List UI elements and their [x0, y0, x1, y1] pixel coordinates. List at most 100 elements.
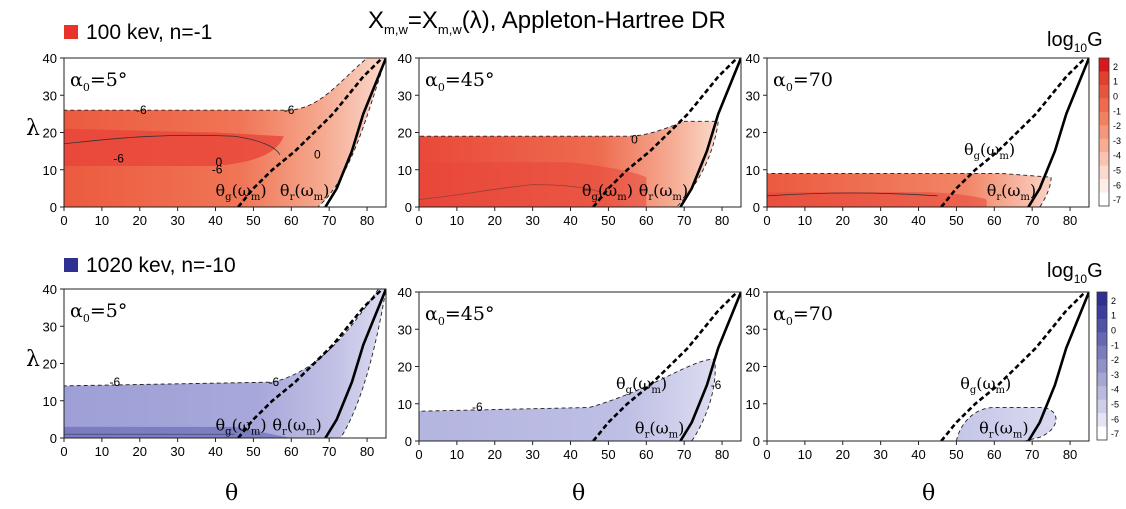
colorbar-cell: [1097, 399, 1107, 414]
x-tick-label: 60: [284, 213, 298, 228]
colorbar-cell: [1097, 318, 1107, 333]
y-tick-label: 10: [398, 397, 412, 412]
x-tick-label: 60: [987, 447, 1001, 462]
colorbar-tick-label: -6: [1111, 414, 1119, 424]
x-tick-label: 80: [715, 213, 729, 228]
theta-r-curve: [679, 58, 741, 207]
colorbar-cell: [1099, 138, 1109, 153]
colorbar-cell: [1099, 71, 1109, 86]
legend-label-1020kev: 1020 kev, n=-10: [86, 254, 236, 277]
y-tick-label: 10: [43, 394, 57, 409]
theta-g-curve: [237, 289, 384, 438]
theta-r-label: θr(ωm): [979, 419, 1028, 441]
y-tick-label: 30: [43, 319, 57, 334]
x-tick-label: 0: [763, 447, 770, 462]
x-tick-label: 20: [488, 447, 502, 462]
colorbar-cell: [1099, 84, 1109, 99]
colorbar-cell: [1099, 125, 1109, 140]
x-tick-label: 80: [1063, 213, 1077, 228]
theta-g-label: θg(ωm): [960, 374, 1011, 396]
x-tick-label: 0: [763, 213, 770, 228]
figure-title: Xm,w=Xm,w(λ), Appleton-Hartree DR: [368, 7, 726, 37]
x-tick-label: 70: [322, 444, 336, 459]
colorbar-cell: [1097, 292, 1107, 306]
x-tick-label: 50: [601, 213, 615, 228]
y-tick-label: 0: [50, 431, 57, 446]
colorbar-tick-label: -5: [1113, 165, 1121, 175]
x-tick-label: 30: [873, 447, 887, 462]
theta-g-curve: [592, 58, 739, 207]
core-region: [419, 162, 647, 207]
alpha-label: α0=70: [773, 303, 833, 328]
xlabel-theta-1: θ: [225, 481, 238, 506]
contour-label: 0: [631, 133, 638, 147]
theta-g-label: θg(ωm): [216, 416, 267, 438]
theta-r-label: θr(ωm): [635, 419, 684, 441]
theta-r-curve: [679, 292, 741, 441]
y-tick-label: 40: [398, 51, 412, 66]
x-tick-label: 70: [1025, 213, 1039, 228]
panel-content: [64, 58, 386, 207]
x-tick-label: 70: [677, 447, 691, 462]
x-tick-label: 80: [360, 444, 374, 459]
colorbar-tick-label: -4: [1111, 385, 1119, 395]
colorbar-cell: [1099, 165, 1109, 180]
colorbar-tick-label: -2: [1111, 355, 1119, 365]
panel-2: 0 10 20 30 40 50 60 70 80 0 10 20 30 40 α0=45° θg(ωm) θr…: [398, 51, 742, 228]
panel-content: [419, 58, 741, 207]
y-tick-label: 0: [50, 200, 57, 215]
colorbar-blue: 2 1 0 -1 -2 -3 -4 -5 -6 -7: [1096, 291, 1119, 441]
legend-swatch-blue: [64, 258, 78, 272]
theta-g-curve: [940, 58, 1087, 207]
colorbar-red: 2 1 0 -1 -2 -3 -4 -5 -6 -7: [1098, 57, 1121, 207]
colorbar-cell: [1099, 179, 1109, 194]
x-tick-label: 40: [208, 213, 222, 228]
alpha-label: α0=5°: [70, 300, 127, 325]
theta-r-curve: [324, 58, 386, 207]
x-tick-label: 70: [677, 213, 691, 228]
colorbar-cell: [1099, 111, 1109, 126]
y-tick-label: 0: [753, 200, 760, 215]
ylabel-lambda-top: λ: [26, 116, 40, 141]
contour-label: -6: [113, 151, 124, 165]
x-tick-label: 30: [525, 213, 539, 228]
y-tick-label: 20: [398, 126, 412, 141]
colorbar-tick-label: -3: [1111, 370, 1119, 380]
y-tick-label: 40: [398, 285, 412, 300]
panel-5: 0 10 20 30 40 50 60 70 80 0 10 20 30 40 α0=45° θg(ωm) θr…: [398, 285, 742, 462]
colorbar-tick-label: 2: [1111, 296, 1116, 306]
colorbar-tick-label: 2: [1113, 62, 1118, 72]
colorbar-frame: [1096, 291, 1108, 441]
colorbar-cell: [1097, 305, 1107, 320]
row-legend-1020kev: 1020 kev, n=-10: [64, 254, 236, 277]
colorbar-label-bottom: log10G: [1047, 260, 1103, 286]
theta-g-label: θg(ωm): [216, 181, 267, 203]
x-tick-label: 10: [798, 213, 812, 228]
x-tick-label: 20: [836, 447, 850, 462]
x-tick-label: 60: [987, 213, 1001, 228]
colorbar-tick-label: -1: [1113, 106, 1121, 116]
data-region: [419, 358, 716, 441]
x-tick-label: 60: [284, 444, 298, 459]
theta-r-curve: [324, 289, 386, 438]
x-tick-label: 0: [60, 213, 67, 228]
y-tick-label: 40: [746, 51, 760, 66]
theta-g-curve: [940, 292, 1087, 441]
data-region: [64, 289, 386, 438]
colorbar-tick-label: -5: [1111, 399, 1119, 409]
y-tick-label: 20: [43, 357, 57, 372]
x-tick-label: 10: [798, 447, 812, 462]
x-tick-label: 20: [488, 213, 502, 228]
colorbar-cell: [1099, 192, 1109, 207]
y-tick-label: 0: [405, 434, 412, 449]
x-tick-label: 80: [360, 213, 374, 228]
y-tick-label: 40: [43, 51, 57, 66]
x-tick-label: 20: [836, 213, 850, 228]
y-tick-label: 10: [746, 397, 760, 412]
x-tick-label: 20: [133, 444, 147, 459]
x-tick-label: 50: [601, 447, 615, 462]
theta-r-label: θr(ωm): [272, 416, 321, 438]
x-tick-label: 30: [873, 213, 887, 228]
contour-label: 0: [314, 148, 321, 162]
colorbar-cell: [1097, 345, 1107, 360]
